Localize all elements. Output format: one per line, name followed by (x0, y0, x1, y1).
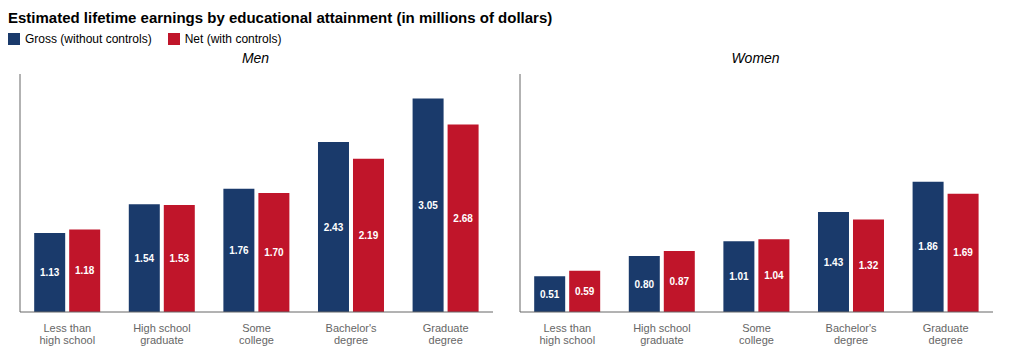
svg-text:2.19: 2.19 (359, 230, 379, 241)
svg-text:1.13: 1.13 (40, 267, 60, 278)
svg-text:Graduatedegree: Graduatedegree (423, 322, 469, 347)
svg-text:3.05: 3.05 (418, 200, 438, 211)
svg-text:1.18: 1.18 (75, 265, 95, 276)
svg-text:0.80: 0.80 (635, 279, 655, 290)
html-text:Men: Men (241, 50, 270, 66)
svg-text:2.43: 2.43 (324, 222, 344, 233)
svg-text:1.01: 1.01 (729, 271, 749, 282)
html-text:Women: Women (731, 50, 780, 66)
svg-text:1.76: 1.76 (229, 245, 249, 256)
svg-text:1.04: 1.04 (764, 270, 784, 281)
html-text:Estimated lifetime earnings by: Estimated lifetime earnings by education… (8, 9, 553, 26)
svg-text:Bachelor'sdegree: Bachelor'sdegree (326, 322, 378, 347)
svg-text:1.70: 1.70 (264, 247, 284, 258)
svg-text:High schoolgraduate: High schoolgraduate (133, 322, 190, 347)
svg-text:High schoolgraduate: High schoolgraduate (633, 322, 690, 347)
svg-text:1.53: 1.53 (170, 253, 190, 264)
svg-text:Bachelor'sdegree: Bachelor'sdegree (826, 322, 878, 347)
html-text:Gross (without controls): Gross (without controls) (25, 32, 152, 46)
svg-text:1.43: 1.43 (824, 257, 844, 268)
svg-text:Less thanhigh school: Less thanhigh school (39, 322, 95, 347)
svg-text:0.51: 0.51 (540, 289, 560, 300)
svg-text:1.86: 1.86 (918, 241, 938, 252)
svg-text:2.68: 2.68 (453, 213, 473, 224)
svg-text:Somecollege: Somecollege (239, 322, 274, 347)
svg-text:1.32: 1.32 (859, 260, 879, 271)
svg-text:0.59: 0.59 (575, 286, 595, 297)
svg-text:Graduatedegree: Graduatedegree (923, 322, 969, 347)
svg-text:Less thanhigh school: Less thanhigh school (539, 322, 595, 347)
html-text:Net (with controls): Net (with controls) (184, 32, 282, 46)
svg-text:1.54: 1.54 (135, 253, 155, 264)
svg-text:Somecollege: Somecollege (739, 322, 774, 347)
svg-text:0.87: 0.87 (670, 276, 690, 287)
svg-text:1.69: 1.69 (953, 247, 973, 258)
